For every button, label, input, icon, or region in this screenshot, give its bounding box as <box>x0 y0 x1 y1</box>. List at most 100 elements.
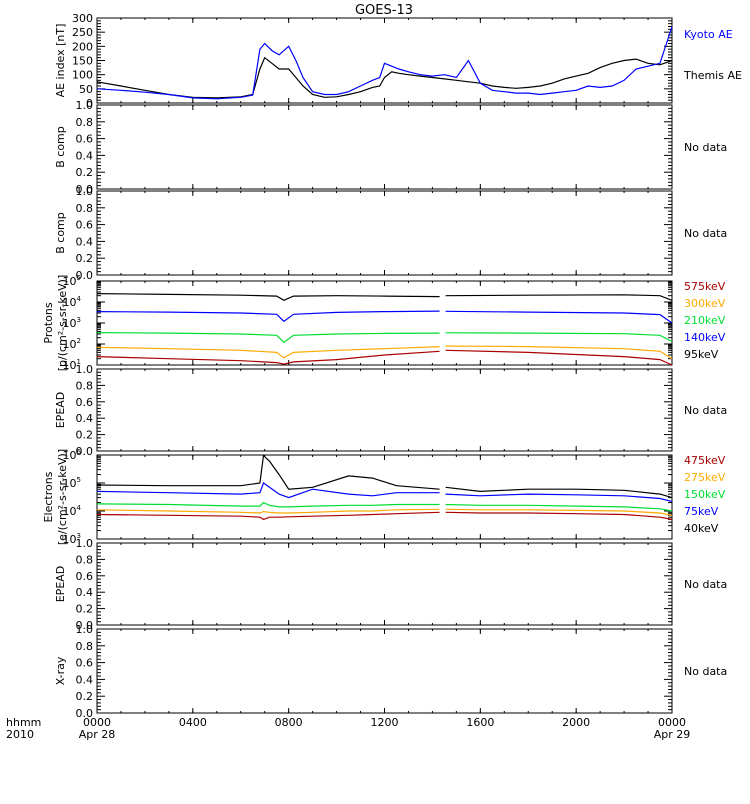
y-tick-label: 200 <box>72 40 93 53</box>
y-tick-label: 103 <box>63 316 81 330</box>
panel-frame <box>96 104 673 190</box>
y-tick-label: 0.4 <box>76 149 94 162</box>
y-tick-label: 0.0 <box>76 445 94 458</box>
y-tick-label: 1.0 <box>76 99 94 112</box>
y-tick-label: 0.2 <box>76 166 94 179</box>
y-tick-label: 1.0 <box>76 363 94 376</box>
time-tick-label: 0400 <box>179 716 207 729</box>
legend-entry: 40keV <box>684 522 719 535</box>
y-tick-label: 0.2 <box>76 429 94 442</box>
y-tick-label: 0.4 <box>76 235 94 248</box>
time-tick-label: 1200 <box>371 716 399 729</box>
panel-frame <box>96 542 673 626</box>
y-axis-label: AE index [nT] <box>54 24 67 98</box>
time-row-label: hhmm <box>6 716 41 729</box>
y-tick-label: 0.0 <box>76 183 94 196</box>
series-line-575kev <box>445 349 673 366</box>
no-data-label: No data <box>684 404 727 417</box>
y-tick-label: 105 <box>63 274 81 288</box>
series-line-210kev <box>445 332 673 343</box>
time-date-label: Apr 28 <box>79 728 116 741</box>
series-line-kyoto-ae <box>96 26 673 100</box>
no-data-label: No data <box>684 578 727 591</box>
y-tick-label: 102 <box>63 337 81 351</box>
y-tick-label: 1.0 <box>76 537 94 550</box>
time-tick-label: 2000 <box>562 716 590 729</box>
y-tick-label: 0.4 <box>76 673 94 686</box>
no-data-label: No data <box>684 665 727 678</box>
y-axis-label: [p/(cm²-s-sr-keV)] <box>56 275 69 372</box>
series-line-themis-ae <box>96 56 673 99</box>
y-axis-label: EPEAD <box>54 566 67 603</box>
legend-entry: 275keV <box>684 471 726 484</box>
time-tick-label: 0000 <box>658 716 686 729</box>
y-axis-label: B comp <box>54 212 67 254</box>
panel-frame <box>96 628 673 714</box>
legend-entry: 300keV <box>684 297 726 310</box>
y-axis-label: Protons <box>42 302 55 343</box>
y-tick-label: 0.6 <box>76 219 94 232</box>
legend-entry: 140keV <box>684 331 726 344</box>
series-line-95kev <box>96 293 440 301</box>
y-tick-label: 103 <box>63 532 81 546</box>
series-line-150kev <box>96 501 440 508</box>
series-line-75kev <box>445 493 673 502</box>
y-tick-label: 101 <box>63 358 81 372</box>
time-row-label: 2010 <box>6 728 34 741</box>
series-line-275kev <box>96 508 440 514</box>
y-tick-label: 0.0 <box>76 269 94 282</box>
series-line-140kev <box>445 310 673 324</box>
legend-entry: 475keV <box>684 454 726 467</box>
y-axis-label: EPEAD <box>54 392 67 429</box>
y-tick-label: 0.8 <box>76 116 94 129</box>
y-tick-label: 0.4 <box>76 586 94 599</box>
y-tick-label: 1.0 <box>76 185 94 198</box>
time-tick-label: 1600 <box>466 716 494 729</box>
time-tick-label: 0800 <box>275 716 303 729</box>
series-line-475kev <box>445 511 673 520</box>
panel-frame <box>96 17 673 104</box>
y-tick-label: 0.0 <box>76 707 94 720</box>
series-line-300kev <box>445 345 673 360</box>
time-date-label: Apr 29 <box>654 728 691 741</box>
y-tick-label: 0.8 <box>76 640 94 653</box>
legend-entry: 75keV <box>684 505 719 518</box>
legend-entry: 95keV <box>684 348 719 361</box>
y-tick-label: 0.8 <box>76 553 94 566</box>
panel-frame <box>96 280 673 366</box>
y-axis-label: B comp <box>54 126 67 168</box>
legend-entry: Themis AE <box>683 69 742 82</box>
series-line-40kev <box>445 486 673 499</box>
y-tick-label: 0.8 <box>76 379 94 392</box>
time-tick-label: 0000 <box>83 716 111 729</box>
y-tick-label: 300 <box>72 12 93 25</box>
y-tick-label: 150 <box>72 55 93 68</box>
series-line-40kev <box>96 454 440 490</box>
panel-5: 0.0 0.2 0.4 0.6 0.8 1.0 EPEAD No data <box>54 363 727 458</box>
legend-entry: Kyoto AE <box>684 28 733 41</box>
no-data-label: No data <box>684 141 727 154</box>
y-tick-label: 0.0 <box>76 619 94 632</box>
series-line-210kev <box>96 332 440 344</box>
series-line-575kev <box>96 350 440 365</box>
legend-entry: 575keV <box>684 280 726 293</box>
y-tick-label: 0.2 <box>76 690 94 703</box>
panel-7: 0.0 0.2 0.4 0.6 0.8 1.0 EPEAD No data <box>54 537 727 632</box>
panel-frame <box>96 454 673 540</box>
no-data-label: No data <box>684 227 727 240</box>
y-tick-label: 100 <box>72 69 93 82</box>
series-line-275kev <box>445 508 673 516</box>
y-tick-label: 0.6 <box>76 570 94 583</box>
y-tick-label: 50 <box>79 83 93 96</box>
y-tick-label: 0.8 <box>76 202 94 215</box>
y-tick-label: 0.2 <box>76 603 94 616</box>
y-tick-label: 250 <box>72 26 93 39</box>
series-line-150kev <box>445 503 673 512</box>
y-tick-label: 0.2 <box>76 252 94 265</box>
y-tick-label: 0.6 <box>76 396 94 409</box>
series-line-140kev <box>96 310 440 323</box>
